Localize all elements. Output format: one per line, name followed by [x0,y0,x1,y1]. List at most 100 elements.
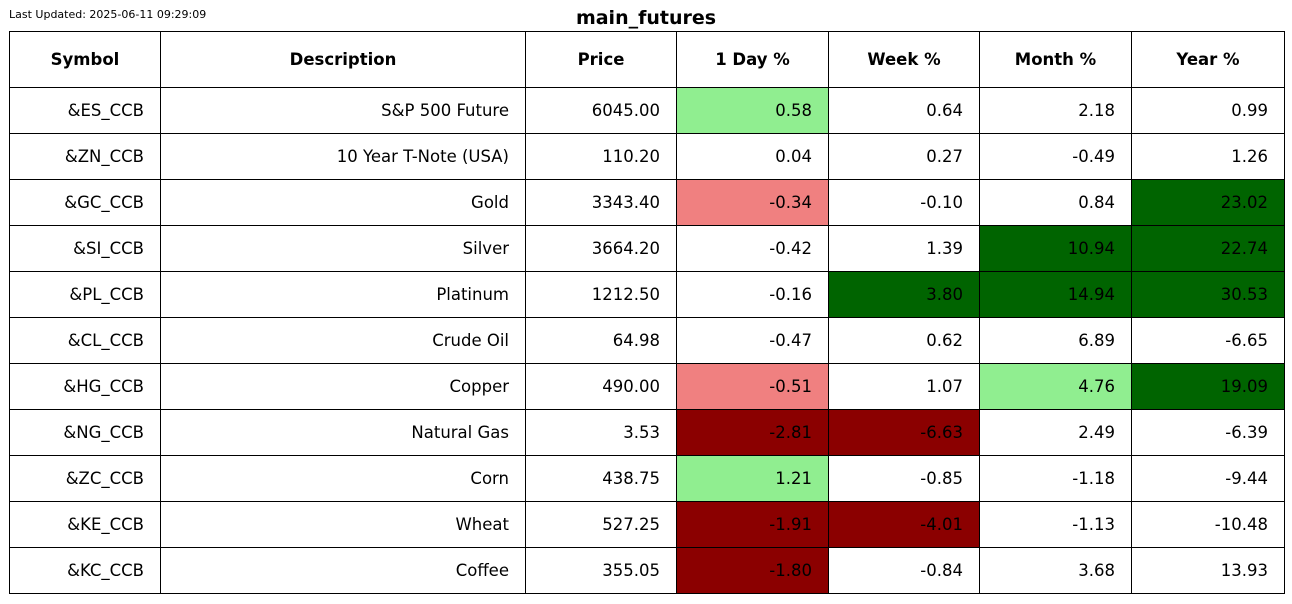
cell-year-pct: -10.48 [1131,501,1285,548]
table-row: &ES_CCB S&P 500 Future 6045.00 0.58 0.64 2.18… [9,87,1285,134]
cell-week-pct: 0.62 [828,317,980,364]
cell-symbol: &ES_CCB [9,87,161,134]
column-header-week-pct: Week % [828,31,980,88]
cell-week-pct: 3.80 [828,271,980,318]
table-row: &KE_CCB Wheat 527.25 -1.91 -4.01 -1.13 -10.48 [9,501,1285,548]
column-header-symbol: Symbol [9,31,161,88]
cell-week-pct: 1.39 [828,225,980,272]
cell-year-pct: 23.02 [1131,179,1285,226]
column-header-price: Price [525,31,677,88]
cell-description: Gold [160,179,526,226]
cell-price: 490.00 [525,363,677,410]
cell-symbol: &KE_CCB [9,501,161,548]
cell-week-pct: -0.10 [828,179,980,226]
cell-month-pct: 0.84 [979,179,1132,226]
cell-price: 438.75 [525,455,677,502]
cell-week-pct: 0.27 [828,133,980,180]
cell-price: 527.25 [525,501,677,548]
header-row: Symbol Description Price 1 Day % Week % … [9,31,1285,88]
cell-description: Corn [160,455,526,502]
cell-month-pct: 6.89 [979,317,1132,364]
cell-symbol: &HG_CCB [9,363,161,410]
table-row: &ZC_CCB Corn 438.75 1.21 -0.85 -1.18 -9.44 [9,455,1285,502]
cell-price: 1212.50 [525,271,677,318]
cell-year-pct: 22.74 [1131,225,1285,272]
cell-year-pct: 19.09 [1131,363,1285,410]
table-row: &HG_CCB Copper 490.00 -0.51 1.07 4.76 19.09 [9,363,1285,410]
cell-price: 110.20 [525,133,677,180]
cell-year-pct: 30.53 [1131,271,1285,318]
cell-symbol: &CL_CCB [9,317,161,364]
cell-month-pct: 2.49 [979,409,1132,456]
cell-week-pct: -4.01 [828,501,980,548]
cell-month-pct: 3.68 [979,547,1132,594]
cell-year-pct: -6.39 [1131,409,1285,456]
cell-year-pct: 1.26 [1131,133,1285,180]
cell-1-day-pct: 0.04 [676,133,829,180]
cell-symbol: &KC_CCB [9,547,161,594]
cell-1-day-pct: -0.47 [676,317,829,364]
cell-description: S&P 500 Future [160,87,526,134]
cell-year-pct: 0.99 [1131,87,1285,134]
cell-month-pct: 4.76 [979,363,1132,410]
cell-week-pct: 1.07 [828,363,980,410]
cell-price: 64.98 [525,317,677,364]
cell-symbol: &NG_CCB [9,409,161,456]
cell-1-day-pct: -0.34 [676,179,829,226]
cell-description: Coffee [160,547,526,594]
cell-symbol: &GC_CCB [9,179,161,226]
cell-symbol: &ZN_CCB [9,133,161,180]
column-header-1-day-pct: 1 Day % [676,31,829,88]
cell-month-pct: 10.94 [979,225,1132,272]
cell-year-pct: 13.93 [1131,547,1285,594]
cell-price: 355.05 [525,547,677,594]
table-row: &NG_CCB Natural Gas 3.53 -2.81 -6.63 2.49 -6.3… [9,409,1285,456]
cell-week-pct: 0.64 [828,87,980,134]
cell-price: 6045.00 [525,87,677,134]
column-header-description: Description [160,31,526,88]
cell-symbol: &PL_CCB [9,271,161,318]
cell-price: 3343.40 [525,179,677,226]
cell-symbol: &SI_CCB [9,225,161,272]
table-row: &PL_CCB Platinum 1212.50 -0.16 3.80 14.94 30.5… [9,271,1285,318]
table-row: &ZN_CCB 10 Year T-Note (USA) 110.20 0.04 0.2… [9,133,1285,180]
cell-year-pct: -6.65 [1131,317,1285,364]
column-header-month-pct: Month % [979,31,1132,88]
cell-month-pct: 14.94 [979,271,1132,318]
cell-price: 3.53 [525,409,677,456]
cell-description: Copper [160,363,526,410]
cell-1-day-pct: -0.42 [676,225,829,272]
cell-1-day-pct: 1.21 [676,455,829,502]
cell-year-pct: -9.44 [1131,455,1285,502]
cell-description: Silver [160,225,526,272]
cell-description: Natural Gas [160,409,526,456]
cell-week-pct: -0.85 [828,455,980,502]
cell-month-pct: -1.13 [979,501,1132,548]
cell-description: Wheat [160,501,526,548]
cell-1-day-pct: 0.58 [676,87,829,134]
last-updated-text: Last Updated: 2025-06-11 09:29:09 [9,8,207,21]
cell-1-day-pct: -0.16 [676,271,829,318]
cell-description: Crude Oil [160,317,526,364]
cell-week-pct: -0.84 [828,547,980,594]
cell-month-pct: -1.18 [979,455,1132,502]
cell-month-pct: 2.18 [979,87,1132,134]
table-row: &KC_CCB Coffee 355.05 -1.80 -0.84 3.68 13.93 [9,547,1285,594]
cell-week-pct: -6.63 [828,409,980,456]
cell-month-pct: -0.49 [979,133,1132,180]
table-row: &GC_CCB Gold 3343.40 -0.34 -0.10 0.84 23.02 [9,179,1285,226]
cell-description: 10 Year T-Note (USA) [160,133,526,180]
cell-description: Platinum [160,271,526,318]
cell-symbol: &ZC_CCB [9,455,161,502]
cell-1-day-pct: -1.80 [676,547,829,594]
column-header-year-pct: Year % [1131,31,1285,88]
table-row: &CL_CCB Crude Oil 64.98 -0.47 0.62 6.89 -6.65 [9,317,1285,364]
cell-1-day-pct: -2.81 [676,409,829,456]
table-body: &ES_CCB S&P 500 Future 6045.00 0.58 0.64 2.18… [9,87,1285,594]
table-row: &SI_CCB Silver 3664.20 -0.42 1.39 10.94 22.74 [9,225,1285,272]
futures-table: Symbol Description Price 1 Day % Week % … [9,31,1285,594]
cell-1-day-pct: -0.51 [676,363,829,410]
cell-1-day-pct: -1.91 [676,501,829,548]
table-title: main_futures [575,7,717,29]
cell-price: 3664.20 [525,225,677,272]
